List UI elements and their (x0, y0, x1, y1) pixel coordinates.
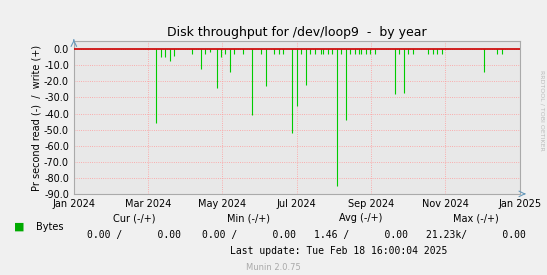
Text: RRDTOOL / TOBI OETIKER: RRDTOOL / TOBI OETIKER (539, 70, 544, 150)
Text: Munin 2.0.75: Munin 2.0.75 (246, 263, 301, 271)
Text: Bytes: Bytes (36, 222, 63, 232)
Y-axis label: Pr second read (-)  /  write (+): Pr second read (-) / write (+) (31, 45, 41, 191)
Text: Max (-/+): Max (-/+) (453, 213, 499, 223)
Text: ■: ■ (14, 222, 24, 232)
Title: Disk throughput for /dev/loop9  -  by year: Disk throughput for /dev/loop9 - by year (167, 26, 427, 39)
Text: 0.00 /      0.00: 0.00 / 0.00 (87, 230, 181, 240)
Text: Cur (-/+): Cur (-/+) (113, 213, 155, 223)
Text: Min (-/+): Min (-/+) (228, 213, 270, 223)
Text: 1.46 /      0.00: 1.46 / 0.00 (314, 230, 408, 240)
Text: 0.00 /      0.00: 0.00 / 0.00 (202, 230, 296, 240)
Text: 21.23k/      0.00: 21.23k/ 0.00 (426, 230, 526, 240)
Text: Avg (-/+): Avg (-/+) (339, 213, 383, 223)
Text: Last update: Tue Feb 18 16:00:04 2025: Last update: Tue Feb 18 16:00:04 2025 (230, 246, 448, 256)
